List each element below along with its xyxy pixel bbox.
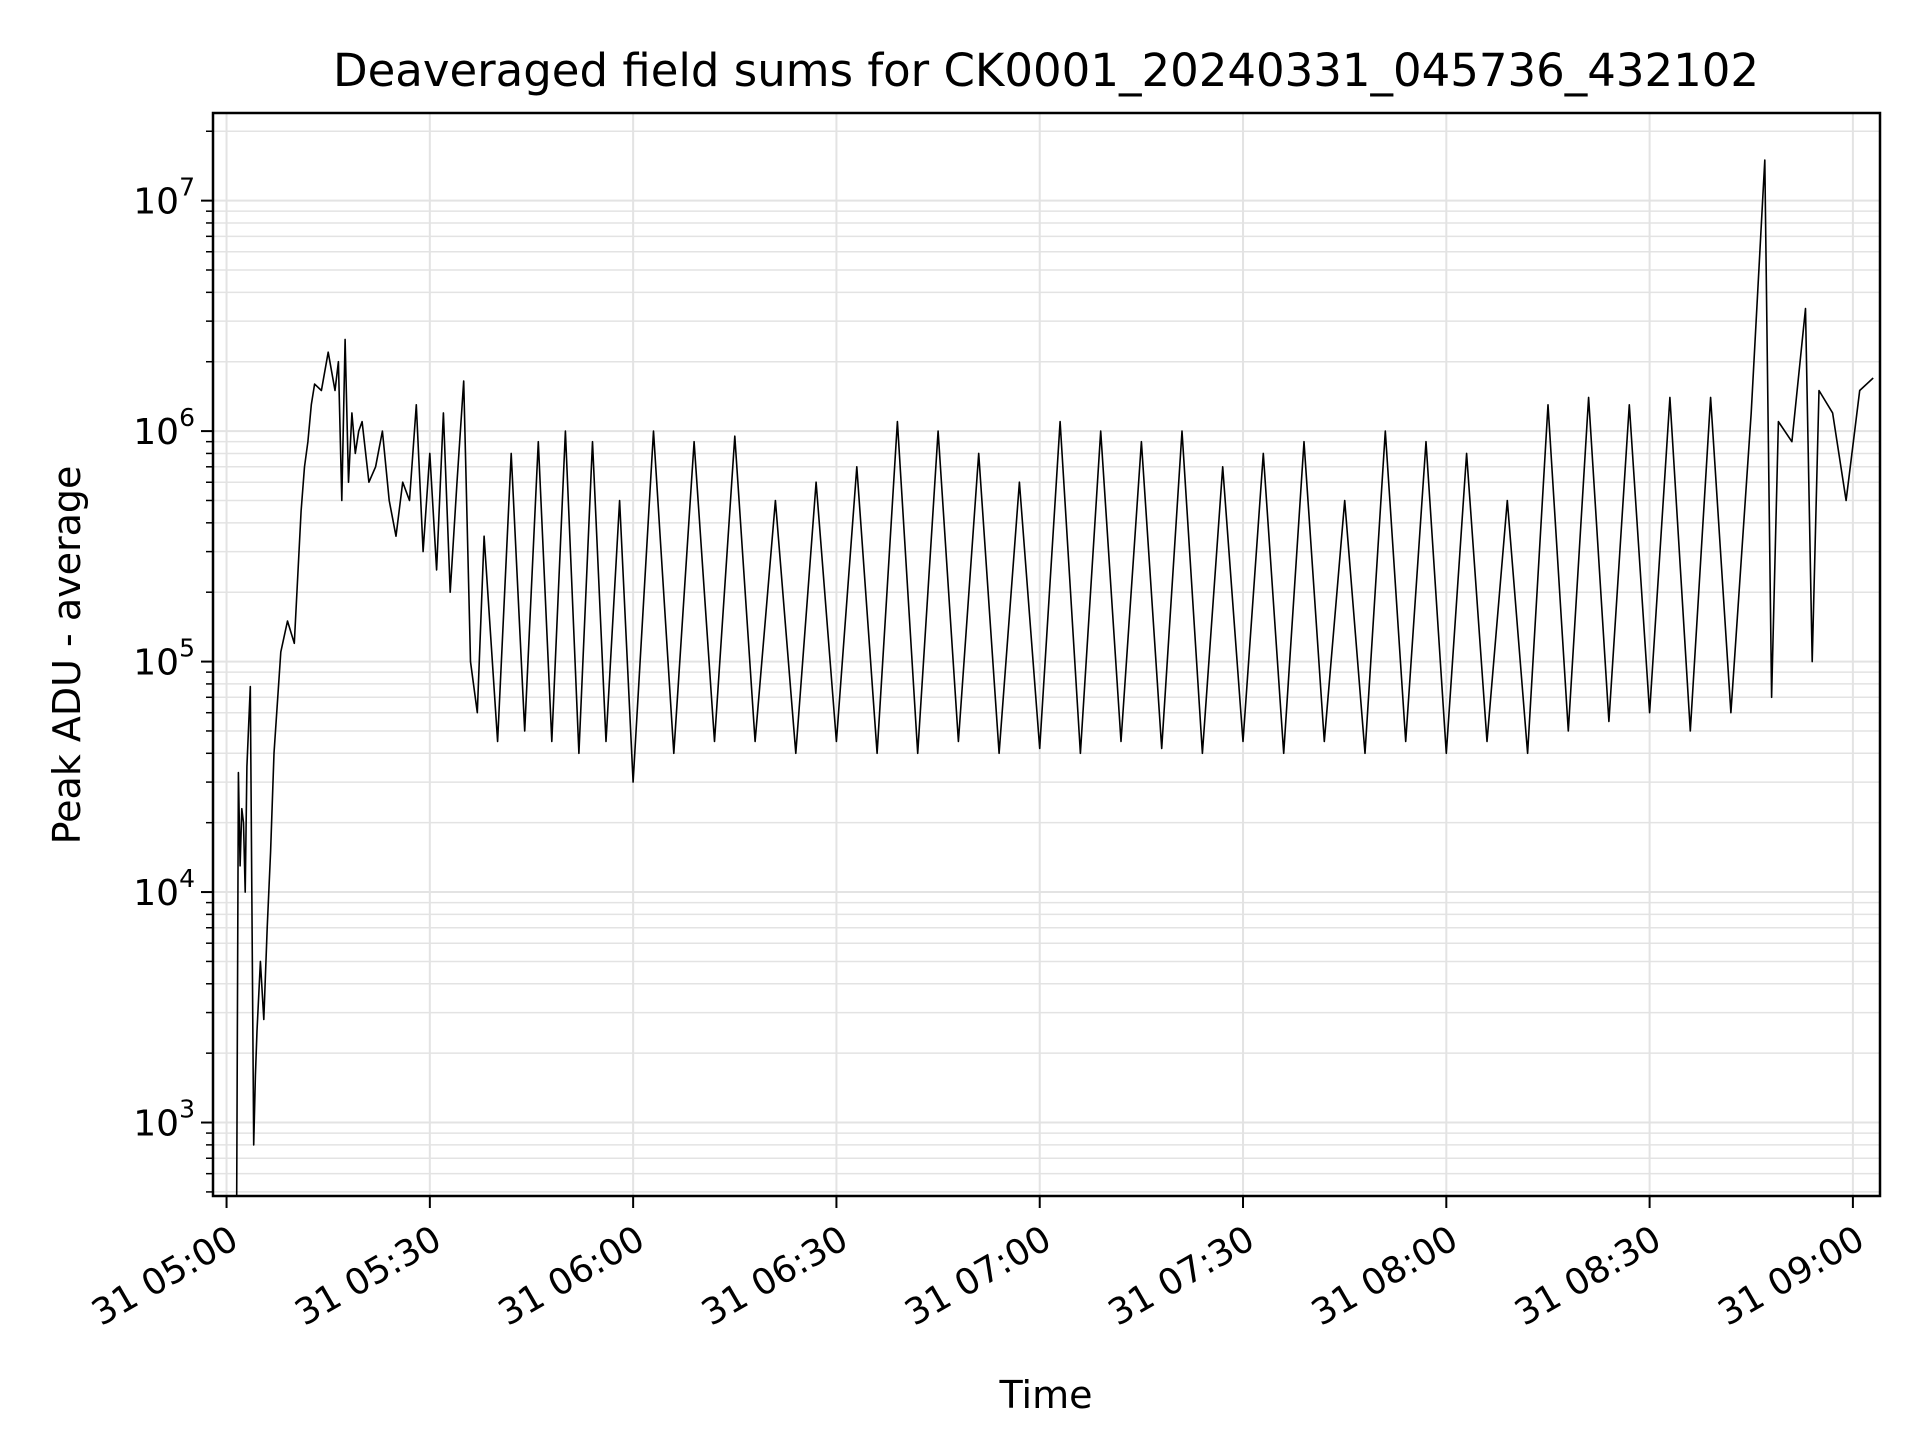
y-tick-label: 103 xyxy=(133,1095,195,1145)
y-axis-ticks: 103 104 105 106 107 xyxy=(133,130,213,1193)
series-line xyxy=(235,159,1874,1197)
x-axis-label: Time xyxy=(999,1373,1093,1417)
grid-lines xyxy=(213,113,1880,1196)
y-tick-label: 105 xyxy=(133,634,195,684)
y-tick-label: 104 xyxy=(133,864,195,914)
chart-title: Deaveraged field sums for CK0001_2024033… xyxy=(333,44,1759,97)
y-tick-label: 106 xyxy=(133,403,195,453)
y-axis-label: Peak ADU - average xyxy=(45,466,89,845)
data-series xyxy=(235,159,1874,1197)
y-tick-label: 107 xyxy=(133,173,195,223)
plot-frame xyxy=(211,111,1882,1198)
